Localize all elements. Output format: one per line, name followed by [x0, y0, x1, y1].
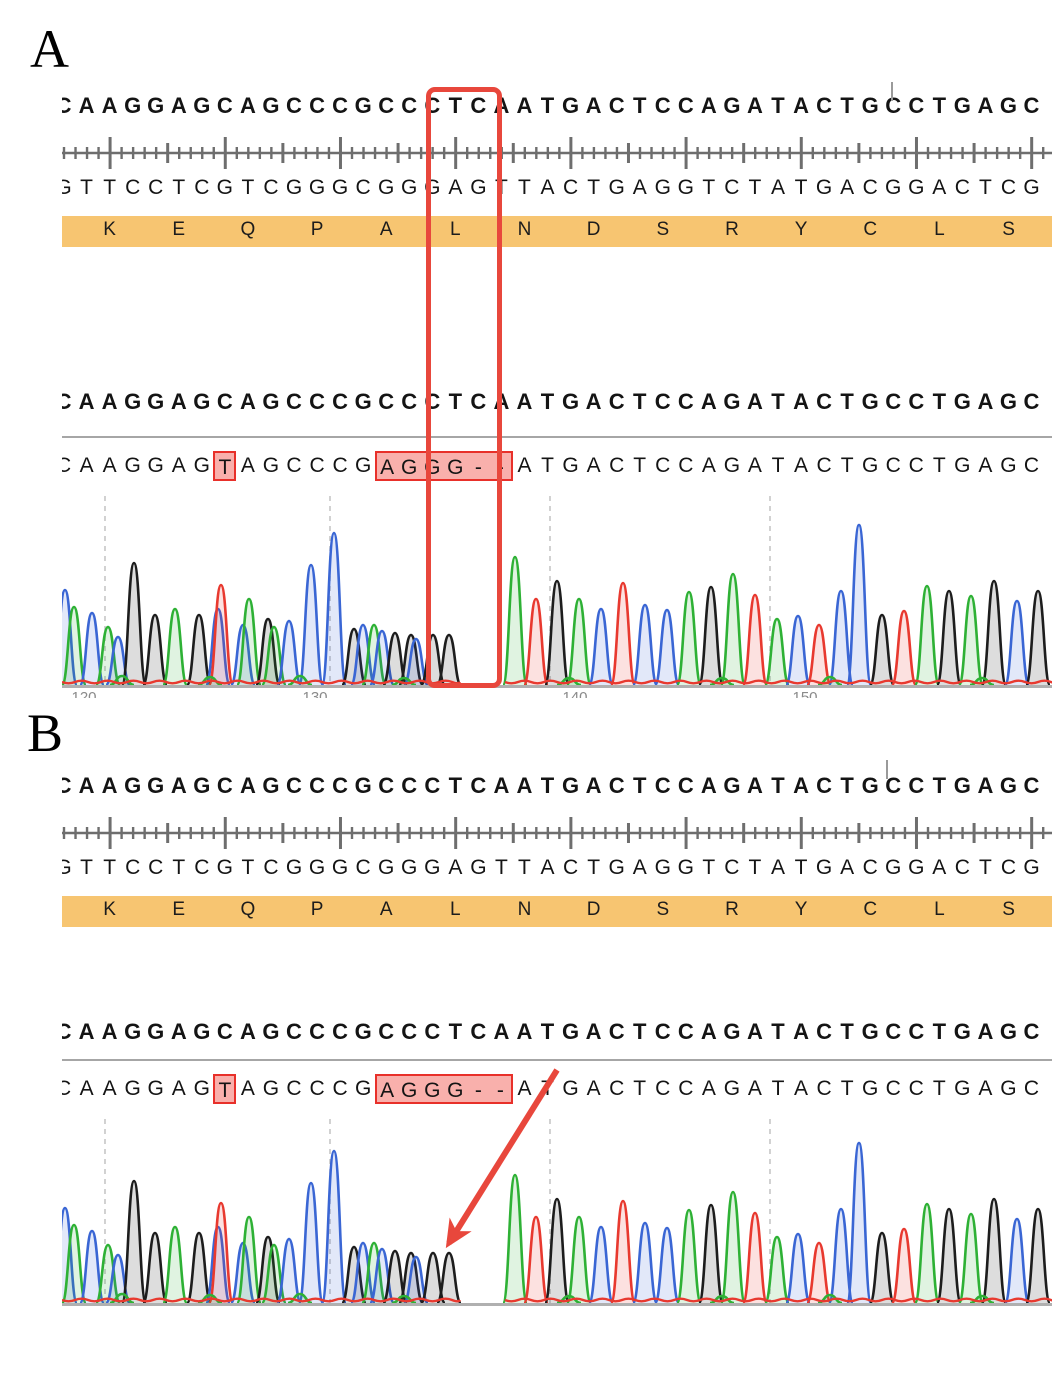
cursor-mark-b [886, 760, 888, 779]
trace-position-label: 130 [302, 689, 327, 698]
trace-position-label: 120 [71, 689, 96, 698]
amino-acid-letter: N [517, 899, 532, 920]
amino-acid-letter: A [379, 219, 393, 240]
amino-acid-letter: L [934, 899, 945, 920]
amino-acid-letter: C [863, 899, 878, 920]
amino-acid-letter: E [172, 899, 186, 920]
amino-acid-letter: A [379, 899, 393, 920]
amino-acid-letter: R [725, 219, 739, 240]
amino-acid-letter: S [1002, 219, 1015, 240]
amino-acid-letter: L [450, 899, 461, 920]
panel-a-label: A [30, 19, 69, 79]
sequence-ruler-a [62, 137, 1052, 169]
alignment-divider-b [62, 1059, 1052, 1061]
amino-acid-letter: E [172, 219, 186, 240]
amino-acid-letter: P [310, 899, 324, 920]
amino-acid-letter: D [586, 219, 601, 240]
amino-acid-letter: S [1002, 899, 1015, 920]
amino-acid-letter: K [103, 219, 116, 240]
trace-position-label: 140 [562, 689, 587, 698]
sequence-ruler-b [62, 817, 1052, 849]
amino-acid-letter: Y [794, 219, 808, 240]
deletion-arrow [445, 1068, 560, 1249]
amino-acid-letter: L [934, 219, 945, 240]
amino-acid-letter: K [103, 899, 116, 920]
query-sequence-b: CAAGGAGTAGCCCGAGGG--ATGACTCCAGATACTGCCTG… [62, 1074, 1052, 1104]
amino-acid-letter: Q [240, 899, 256, 920]
panel-b-label: B [27, 703, 64, 763]
chromatogram-a: 120 130 140 150 [62, 496, 1052, 698]
chromatogram-b [62, 1119, 1052, 1306]
trace-position-label: 150 [792, 689, 817, 698]
deletion-highlight-box [426, 87, 502, 688]
amino-acid-letter: D [586, 899, 601, 920]
amino-acid-letter: S [656, 899, 670, 920]
amino-acid-letter: S [656, 219, 670, 240]
amino-acid-letter: R [725, 899, 739, 920]
amino-acid-letter: Y [794, 899, 808, 920]
amino-acid-letter: L [450, 219, 461, 240]
alignment-divider-a [62, 436, 1052, 438]
amino-acid-letter: N [517, 219, 532, 240]
cursor-mark-a [891, 82, 893, 101]
amino-acid-letter: Q [240, 219, 256, 240]
amino-acid-letter: C [863, 219, 878, 240]
amino-acid-letter: P [310, 219, 324, 240]
